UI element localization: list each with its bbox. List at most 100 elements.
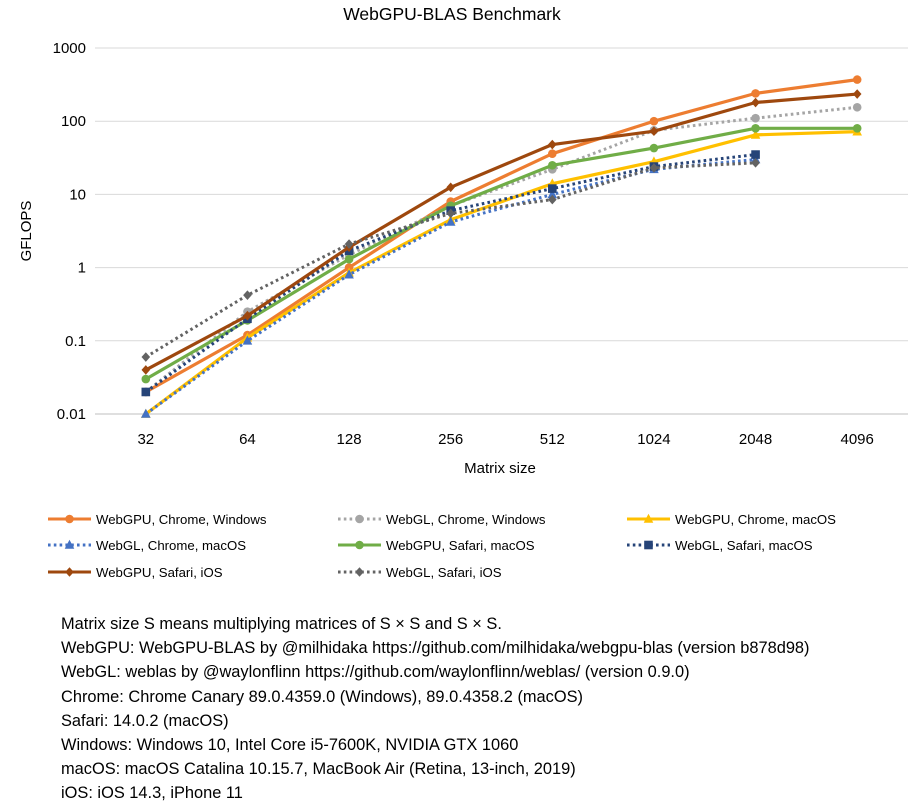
gridlines: [95, 47, 908, 415]
note-line: WebGL: weblas by @waylonflinn https://gi…: [61, 663, 690, 682]
series-6: [141, 89, 862, 375]
data-point: [548, 194, 557, 205]
series-line: [144, 105, 858, 394]
data-point: [750, 129, 761, 139]
data-point: [141, 365, 151, 375]
data-point: [649, 126, 659, 137]
y-tick-label: 100: [61, 113, 86, 130]
note-line: Windows: Windows 10, Intel Core i5-7600K…: [61, 736, 519, 755]
legend-marker: [355, 540, 364, 550]
x-tick-label: 512: [540, 431, 565, 448]
data-point: [446, 208, 455, 219]
data-point: [852, 75, 862, 84]
legend-entry: WebGL, Safari, macOS: [627, 538, 813, 553]
x-tick-label: 32: [137, 431, 154, 448]
y-axis-label: GFLOPS: [18, 201, 35, 262]
series-line: [144, 130, 858, 416]
y-tick-label: 1: [78, 260, 86, 277]
data-point: [751, 89, 760, 98]
legend-marker: [65, 567, 74, 577]
legend-label: WebGPU, Chrome, macOS: [675, 512, 836, 527]
data-point: [445, 216, 456, 226]
note-line: Chrome: Chrome Canary 89.0.4359.0 (Windo…: [61, 687, 584, 706]
data-point: [141, 408, 151, 418]
legend-entry: WebGL, Safari, iOS: [338, 565, 502, 580]
data-point: [649, 163, 659, 173]
data-point: [852, 102, 862, 112]
data-point: [751, 150, 760, 159]
x-tick-label: 64: [239, 431, 256, 448]
x-tick-label: 1024: [637, 431, 670, 448]
data-point: [344, 239, 354, 249]
note-line: Safari: 14.0.2 (macOS): [61, 711, 229, 730]
x-tick-label: 4096: [841, 431, 874, 448]
data-point: [141, 352, 151, 362]
legend-marker: [355, 567, 364, 577]
data-point: [852, 89, 862, 99]
data-point: [548, 149, 557, 158]
legend-marker: [355, 514, 364, 524]
legend-label: WebGL, Safari, iOS: [386, 565, 502, 580]
x-axis-label: Matrix size: [464, 460, 536, 477]
series-3: [141, 154, 761, 418]
series-line: [145, 126, 858, 381]
data-point: [852, 123, 862, 133]
x-tick-label: 256: [438, 431, 463, 448]
y-tick-label: 0.01: [57, 406, 86, 423]
data-point: [548, 184, 557, 193]
legend-entry: WebGL, Chrome, Windows: [338, 512, 546, 527]
series-0: [141, 75, 862, 397]
x-axis-ticks: 32 64 128 256 512 1024 2048 4096: [137, 431, 873, 448]
series-line: [145, 92, 858, 372]
data-point: [141, 374, 151, 384]
data-point: [344, 269, 354, 279]
y-tick-label: 0.1: [65, 333, 86, 350]
legend-marker: [64, 539, 75, 549]
legend-marker: [644, 540, 653, 550]
legend-entry: WebGPU, Safari, iOS: [48, 565, 223, 580]
data-point: [243, 290, 252, 300]
data-point: [751, 113, 760, 123]
legend-label: WebGPU, Safari, macOS: [386, 538, 535, 553]
legend-entry: WebGL, Chrome, macOS: [48, 538, 246, 553]
legend-entry: WebGPU, Chrome, macOS: [627, 512, 836, 527]
legend-entry: WebGPU, Safari, macOS: [338, 538, 535, 553]
legend-label: WebGL, Chrome, Windows: [386, 512, 546, 527]
legend-entry: WebGPU, Chrome, Windows: [48, 512, 267, 527]
series-lines: [141, 75, 862, 418]
note-line: macOS: macOS Catalina 10.15.7, MacBook A…: [61, 760, 576, 779]
series-1: [141, 102, 862, 397]
data-point: [649, 143, 659, 153]
legend-label: WebGPU, Chrome, Windows: [96, 512, 267, 527]
x-tick-label: 128: [337, 431, 362, 448]
legend-marker: [65, 514, 74, 524]
series-2: [141, 126, 862, 418]
y-tick-label: 10: [69, 186, 86, 203]
legend-label: WebGL, Chrome, macOS: [96, 538, 246, 553]
data-point: [548, 160, 557, 170]
data-point: [547, 189, 558, 199]
data-point: [141, 387, 151, 397]
data-point: [243, 310, 252, 321]
note-line: Matrix size S means multiplying matrices…: [61, 615, 502, 633]
notes-list: Matrix size S means multiplying matrices…: [61, 612, 810, 806]
note-line: iOS: iOS 14.3, iPhone 11: [61, 784, 243, 803]
legend-label: WebGL, Safari, macOS: [675, 538, 813, 553]
data-point: [242, 335, 253, 345]
benchmark-chart: WebGPU-BLAS Benchmark 0.010.11101001000 …: [18, 4, 908, 580]
data-point: [344, 254, 354, 264]
legend-label: WebGPU, Safari, iOS: [96, 565, 223, 580]
data-point: [751, 123, 760, 133]
legend: WebGPU, Chrome, Windows WebGL, Chrome, Wi…: [48, 512, 836, 580]
data-point: [751, 97, 760, 108]
data-point: [446, 182, 455, 193]
chart-title: WebGPU-BLAS Benchmark: [343, 4, 561, 24]
series-7: [141, 158, 760, 362]
series-line: [145, 78, 858, 394]
data-point: [548, 139, 557, 150]
y-tick-label: 1000: [53, 40, 86, 57]
note-line: WebGPU: WebGPU-BLAS by @milhidaka https:…: [61, 639, 810, 658]
x-tick-label: 2048: [739, 431, 772, 448]
data-point: [649, 116, 659, 126]
legend-marker: [643, 513, 654, 523]
